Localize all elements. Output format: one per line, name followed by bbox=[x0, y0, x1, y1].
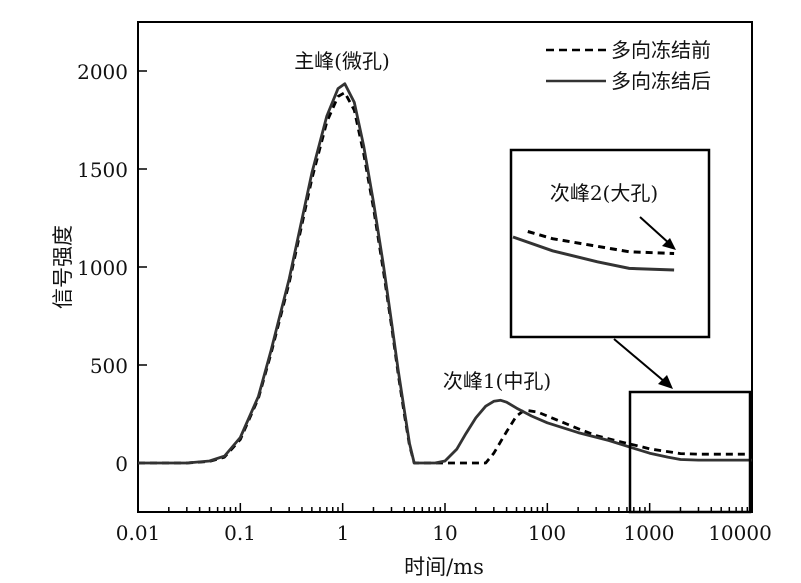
zoom-arrow bbox=[613, 338, 666, 383]
series-after-freezing-line bbox=[138, 82, 752, 465]
legend-label-after: 多向冻结后 bbox=[611, 69, 711, 93]
x-tick-label-0.01: 0.01 bbox=[116, 521, 161, 545]
inset-series-layer bbox=[512, 230, 675, 272]
series-layer bbox=[138, 82, 752, 465]
annotation-secondary-peak-2: 次峰2(大孔) bbox=[550, 181, 658, 205]
zoom-source-box bbox=[628, 390, 752, 514]
inset-series-before-line bbox=[527, 230, 675, 255]
y-axis-tick-labels: 0 500 1000 1500 2000 bbox=[77, 60, 128, 476]
y-axis-title: 信号强度 bbox=[51, 225, 75, 309]
zoom-inset-box bbox=[509, 148, 711, 339]
annotation-main-peak: 主峰(微孔) bbox=[294, 49, 390, 73]
x-tick-label-10000: 10000 bbox=[708, 521, 772, 545]
inset-arrow-head bbox=[662, 238, 676, 250]
y-axis-ticks bbox=[138, 70, 147, 464]
inset-arrow bbox=[639, 216, 672, 246]
annotation-secondary-peak-1: 次峰1(中孔) bbox=[443, 369, 551, 393]
inset-series-after-line bbox=[512, 235, 675, 272]
x-tick-label-0.1: 0.1 bbox=[224, 521, 256, 545]
y-tick-label-0: 0 bbox=[115, 452, 128, 476]
y-tick-label-1500: 1500 bbox=[77, 158, 128, 182]
x-tick-label-10: 10 bbox=[432, 521, 457, 545]
y-tick-label-2000: 2000 bbox=[77, 60, 128, 84]
x-axis-title: 时间/ms bbox=[404, 555, 484, 579]
x-tick-label-1: 1 bbox=[337, 521, 350, 545]
legend-label-before: 多向冻结前 bbox=[611, 38, 711, 62]
legend: 多向冻结前 多向冻结后 bbox=[546, 38, 711, 93]
x-tick-label-1000: 1000 bbox=[624, 521, 675, 545]
x-tick-label-100: 100 bbox=[528, 521, 566, 545]
x-axis-ticks bbox=[137, 503, 753, 512]
x-axis-tick-labels: 0.01 0.1 1 10 100 1000 10000 bbox=[116, 521, 772, 545]
zoom-arrow-head bbox=[658, 375, 673, 389]
y-tick-label-1000: 1000 bbox=[77, 256, 128, 280]
y-tick-label-500: 500 bbox=[90, 354, 128, 378]
